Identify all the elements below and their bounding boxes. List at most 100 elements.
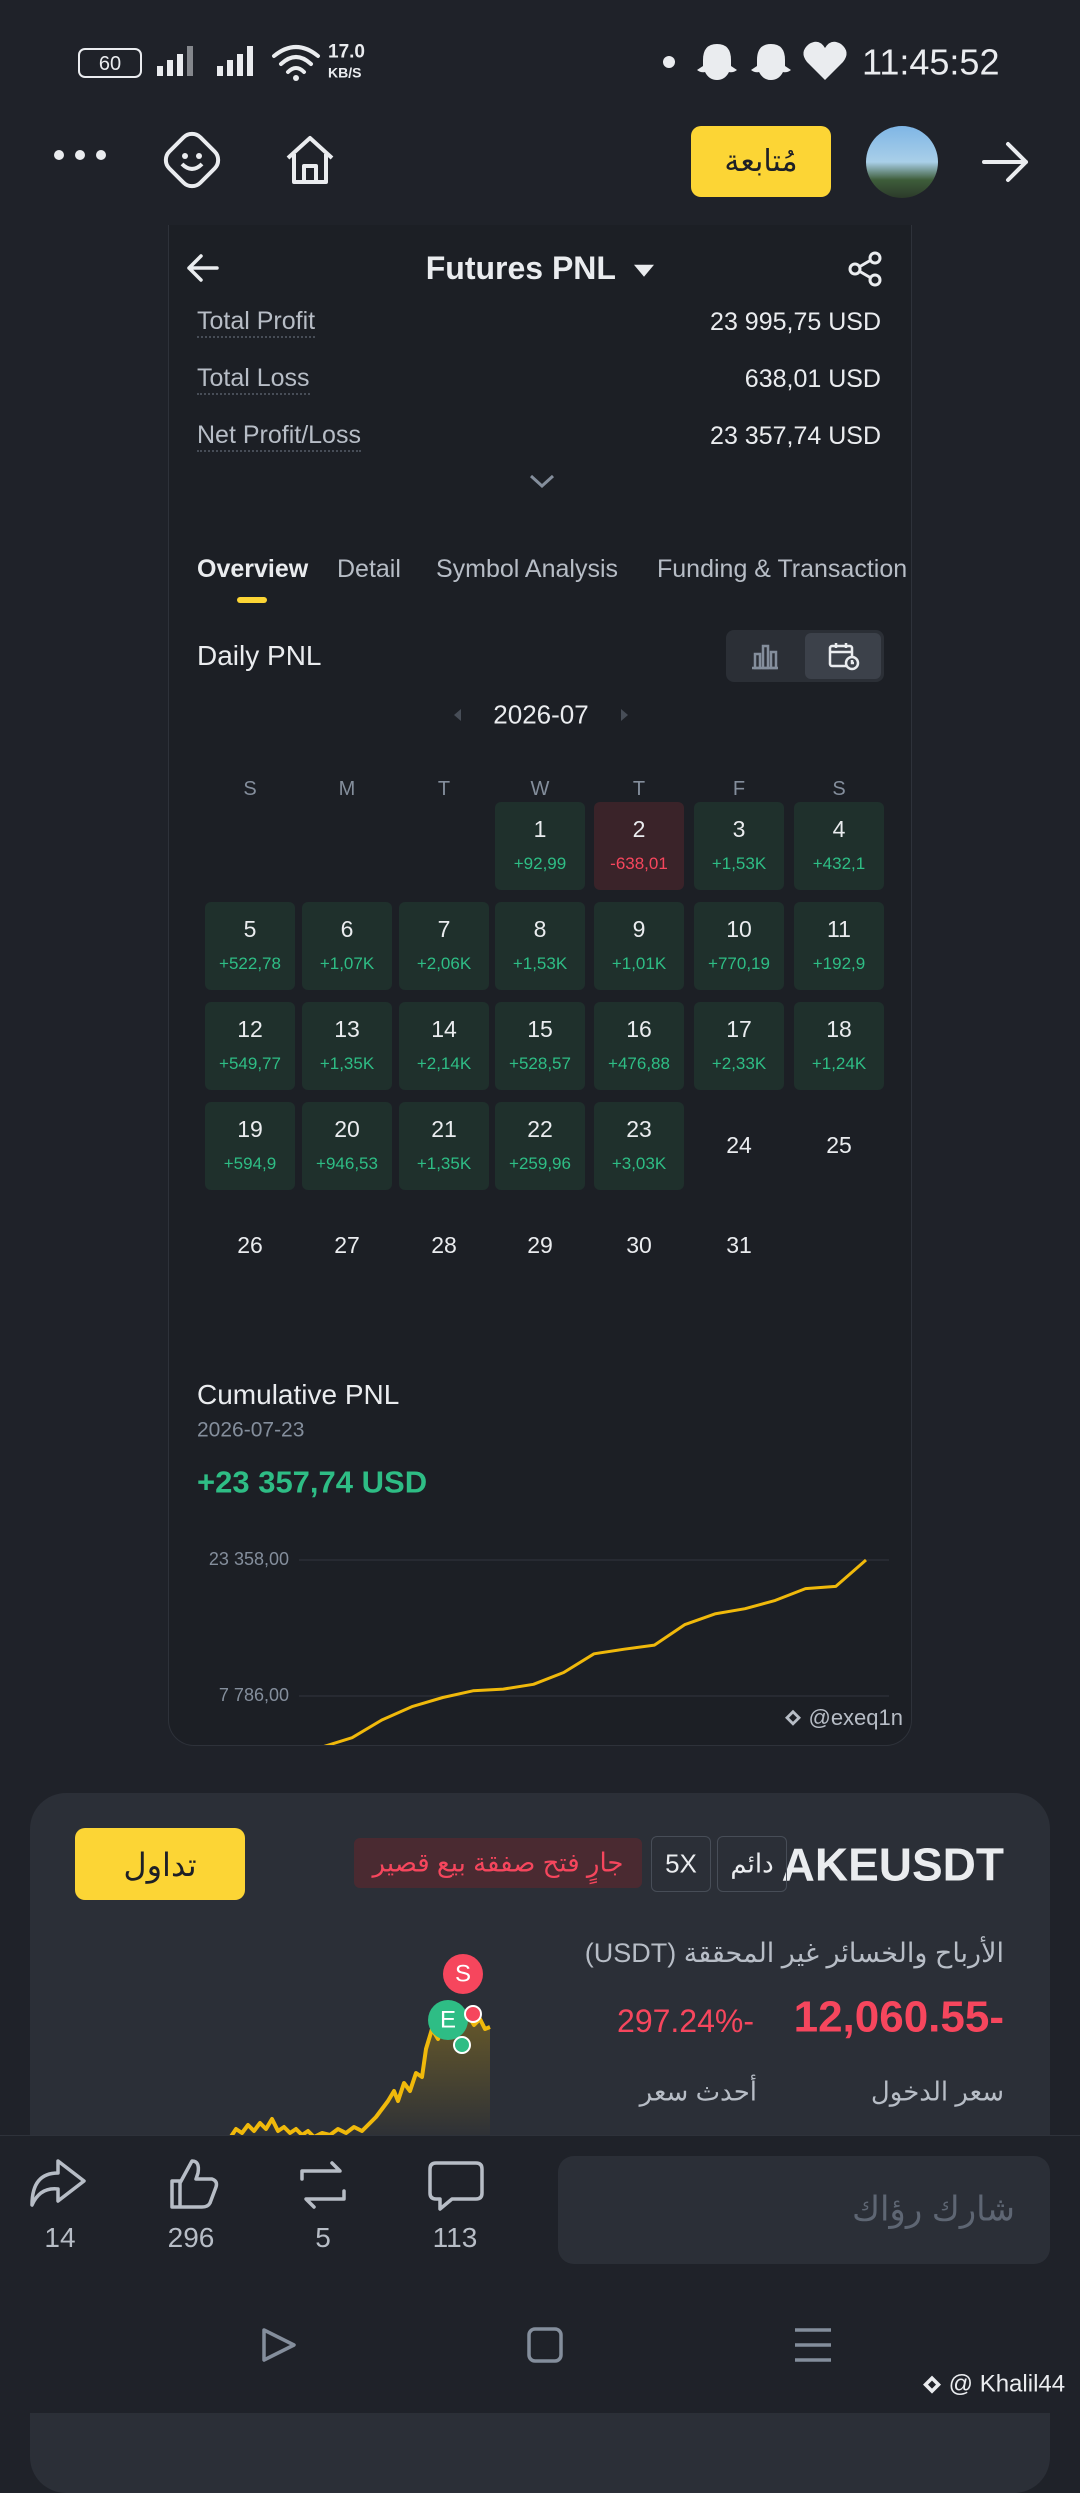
leverage-tag: 5X — [651, 1836, 711, 1892]
more-button[interactable] — [50, 140, 110, 170]
comment-icon[interactable] — [428, 2161, 484, 2211]
page: Futures PNL {"status_bar": {"battery": "… — [0, 41, 1080, 2493]
tab[interactable]: Symbol Analysis — [436, 555, 619, 583]
follow-label: مُتابعة — [724, 145, 798, 178]
day-number: 18 — [826, 1016, 852, 1043]
symbol: AKEUSDT — [781, 1838, 1004, 1891]
tab[interactable]: Funding & Transaction — [657, 555, 908, 583]
back-button[interactable] — [185, 253, 221, 283]
summary-value: 23 995,75 USD — [710, 308, 881, 336]
like-icon[interactable] — [170, 2159, 219, 2209]
day-cell[interactable] — [302, 902, 392, 990]
network-speed: 17.0 — [328, 41, 365, 63]
day-number: 17 — [726, 1016, 752, 1043]
repost-count: 5 — [315, 2222, 331, 2254]
day-cell[interactable] — [302, 1002, 392, 1090]
day-cell[interactable] — [594, 802, 684, 890]
pnl-card: Futures PNL Total Profit 23 995,75 USD T… — [168, 225, 912, 1746]
day-cell[interactable] — [399, 902, 489, 990]
next-month[interactable] — [619, 707, 631, 723]
day-number: 14 — [431, 1016, 457, 1043]
system-nav — [262, 2327, 831, 2363]
day-number: 28 — [431, 1232, 457, 1259]
clock: 11:45:52 — [862, 41, 1000, 83]
day-cell[interactable] — [399, 1102, 489, 1190]
tab-indicator — [237, 597, 267, 603]
status-label: جارٍ فتح صفقة بيع قصير — [372, 1847, 624, 1878]
day-cell[interactable] — [694, 902, 784, 990]
day-cell[interactable] — [694, 1002, 784, 1090]
nav-back[interactable] — [262, 2328, 296, 2362]
day-cell[interactable] — [495, 1102, 585, 1190]
weekday: S — [832, 778, 846, 800]
bar-view-button[interactable] — [750, 642, 780, 670]
leverage-label: 5X — [665, 1848, 697, 1879]
day-pnl: +1,35K — [416, 1153, 472, 1173]
repost-icon[interactable] — [300, 2161, 346, 2209]
home-button[interactable] — [280, 130, 340, 190]
day-cell[interactable] — [794, 802, 884, 890]
day-number: 19 — [237, 1116, 263, 1143]
entry-marker — [428, 2000, 468, 2040]
tab[interactable]: Overview — [197, 555, 309, 583]
network-unit: KB/S — [328, 64, 362, 81]
weekday: T — [632, 778, 646, 800]
day-number: 7 — [437, 916, 451, 943]
day-cell[interactable] — [594, 902, 684, 990]
cumulative-value: +23 357,74 USD — [197, 1464, 428, 1500]
day-number: 16 — [626, 1016, 652, 1043]
input-placeholder: شارك رؤاك — [851, 2190, 1015, 2229]
day-cell[interactable] — [694, 802, 784, 890]
share-icon[interactable] — [30, 2159, 86, 2207]
day-cell[interactable] — [205, 902, 295, 990]
day-number: 11 — [827, 916, 851, 943]
comment-count: 113 — [432, 2222, 478, 2254]
contract-tag: دائم — [717, 1836, 787, 1892]
day-cell[interactable] — [205, 1102, 295, 1190]
calendar-view-button[interactable] — [828, 641, 860, 671]
avatar[interactable] — [866, 126, 938, 198]
prev-month[interactable] — [451, 707, 463, 723]
trade-button[interactable]: تداول — [75, 1828, 245, 1900]
day-cell[interactable] — [399, 1002, 489, 1090]
view-toggle — [726, 630, 884, 682]
day-cell[interactable] — [594, 1002, 684, 1090]
weekday: F — [732, 778, 746, 800]
day-pnl: +594,9 — [223, 1153, 277, 1173]
nav-home[interactable] — [527, 2327, 563, 2363]
day-pnl: +2,33K — [711, 1053, 767, 1073]
day-number: 4 — [832, 816, 846, 843]
day-cell[interactable] — [302, 1102, 392, 1190]
signal-icons — [157, 46, 253, 76]
status-tag: جارٍ فتح صفقة بيع قصير — [354, 1838, 642, 1888]
expand-button[interactable] — [529, 473, 555, 489]
dropdown-caret[interactable] — [632, 263, 656, 279]
wifi-icon — [272, 45, 320, 81]
day-cell[interactable] — [794, 1002, 884, 1090]
footer-watermark: @ Khalil44 — [922, 2371, 1065, 2400]
share-count: 14 — [44, 2222, 76, 2254]
tab[interactable]: Detail — [337, 555, 401, 583]
card-title: Futures PNL — [425, 249, 616, 286]
follow-button[interactable]: مُتابعة — [691, 126, 831, 197]
day-number: 20 — [334, 1116, 360, 1143]
day-cell[interactable] — [495, 1002, 585, 1090]
day-pnl: -638,01 — [610, 853, 668, 873]
day-number: 2 — [632, 816, 646, 843]
day-number: 23 — [626, 1116, 652, 1143]
day-cell[interactable] — [495, 902, 585, 990]
emoji-button[interactable] — [160, 128, 224, 192]
day-number: 6 — [340, 916, 354, 943]
day-cell[interactable] — [594, 1102, 684, 1190]
day-cell[interactable] — [794, 902, 884, 990]
day-cell[interactable] — [205, 1002, 295, 1090]
day-cell[interactable] — [495, 802, 585, 890]
watermark-text: @exeq1n — [808, 1704, 903, 1730]
comment-input[interactable]: شارك رؤاك — [558, 2156, 1050, 2264]
section-title: Cumulative PNL — [197, 1379, 400, 1411]
day-pnl: +1,24K — [811, 1053, 867, 1073]
forward-button[interactable] — [980, 138, 1032, 186]
share-button[interactable] — [847, 251, 883, 287]
nav-menu[interactable] — [795, 2328, 831, 2362]
battery: 60 — [78, 48, 142, 78]
